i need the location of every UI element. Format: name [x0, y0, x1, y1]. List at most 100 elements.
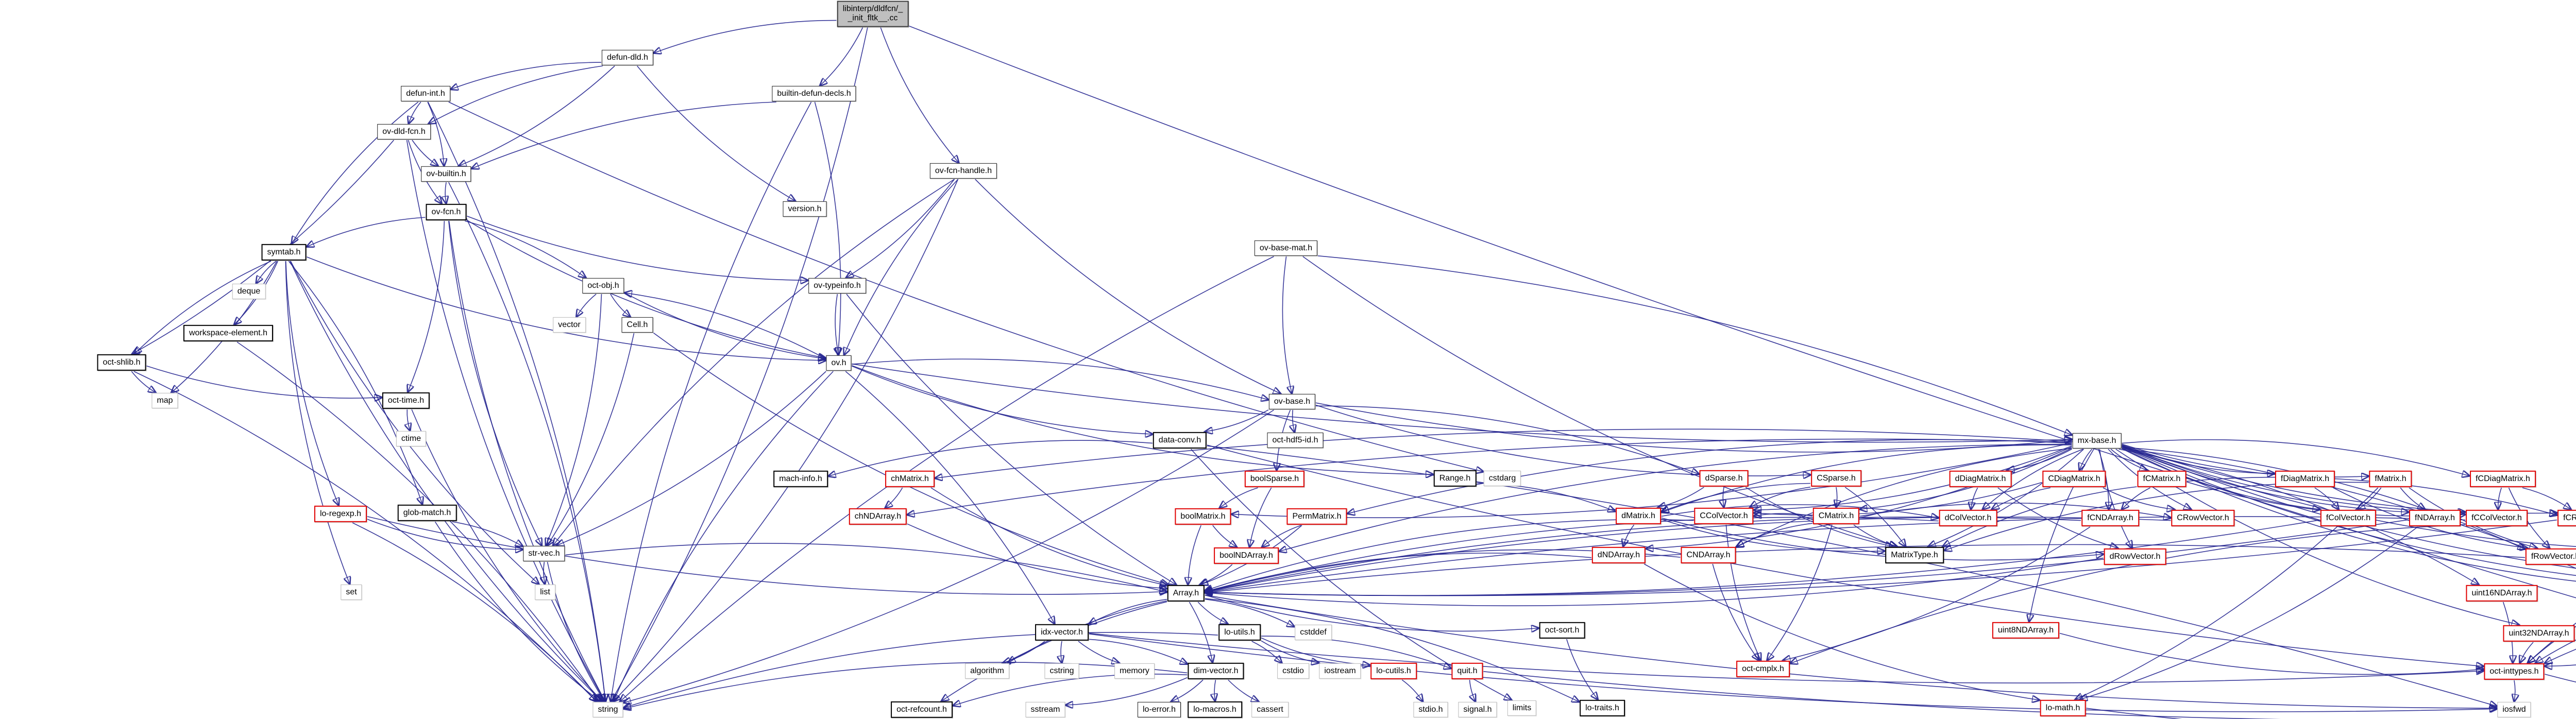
graph-node-ddiagmatrix-h[interactable]: dDiagMatrix.h: [1949, 470, 2012, 488]
include-edge: [407, 409, 410, 431]
graph-node-builtin-defun-decls-h[interactable]: builtin-defun-decls.h: [772, 85, 856, 102]
graph-node-set[interactable]: set: [341, 584, 362, 601]
graph-node-vector[interactable]: vector: [553, 317, 586, 333]
graph-node-cmatrix-h[interactable]: CMatrix.h: [1812, 507, 1860, 525]
graph-node-dsparse-h[interactable]: dSparse.h: [1699, 470, 1749, 487]
graph-node-dcolvector-h[interactable]: dColVector.h: [1939, 509, 1997, 527]
graph-node-range-h[interactable]: Range.h: [1433, 470, 1477, 487]
graph-node-ov-base-h[interactable]: ov-base.h: [1268, 393, 1316, 410]
graph-node-oct-cmplx-h[interactable]: oct-cmplx.h: [1736, 660, 1790, 678]
graph-node-lo-traits-h[interactable]: lo-traits.h: [1580, 699, 1625, 717]
graph-node-mx-base-h[interactable]: mx-base.h: [2072, 433, 2122, 449]
graph-node-lo-regexp-h[interactable]: lo-regexp.h: [314, 505, 367, 523]
graph-node-ov-typeinfo-h[interactable]: ov-typeinfo.h: [808, 278, 866, 294]
include-edge: [1483, 671, 2282, 719]
graph-node-dim-vector-h[interactable]: dim-vector.h: [1188, 662, 1244, 680]
graph-node-iostream[interactable]: iostream: [1319, 663, 1361, 679]
graph-node-version-h[interactable]: version.h: [783, 201, 827, 217]
graph-node-fcrowvector-h[interactable]: fCRowVector.h: [2557, 509, 2576, 527]
graph-node-stdio-h[interactable]: stdio.h: [1413, 701, 1448, 718]
graph-node-iosfwd[interactable]: iosfwd: [2497, 701, 2531, 718]
graph-node-oct-shlib-h[interactable]: oct-shlib.h: [97, 354, 146, 371]
graph-node-oct-sort-h[interactable]: oct-sort.h: [1539, 622, 1585, 639]
graph-node-cstdarg[interactable]: cstdarg: [1483, 470, 1521, 487]
graph-node-limits[interactable]: limits: [1507, 700, 1537, 716]
graph-node-uint32ndarray-h[interactable]: uint32NDArray.h: [2503, 625, 2575, 642]
include-edge: [1205, 594, 1539, 631]
graph-node-root[interactable]: libinterp/dldfcn/_ _init_fltk__.cc: [837, 1, 909, 27]
graph-node-map[interactable]: map: [151, 392, 178, 409]
graph-node-quit-h[interactable]: quit.h: [1451, 662, 1483, 680]
graph-node-chmatrix-h[interactable]: chMatrix.h: [885, 470, 935, 488]
graph-node-frowvector-h[interactable]: fRowVector.h: [2525, 548, 2576, 566]
graph-node-boolsparse-h[interactable]: boolSparse.h: [1244, 470, 1305, 488]
graph-node-oct-time-h[interactable]: oct-time.h: [382, 392, 430, 409]
graph-node-string[interactable]: string: [592, 701, 623, 718]
graph-node-dndarray-h[interactable]: dNDArray.h: [1591, 546, 1646, 564]
graph-node-fcolvector-h[interactable]: fColVector.h: [2320, 509, 2377, 527]
graph-node-fccolvector-h[interactable]: fCColVector.h: [2466, 509, 2528, 527]
graph-node-ov-dld-fcn-h[interactable]: ov-dld-fcn.h: [377, 124, 431, 140]
graph-node-workspace-element-h[interactable]: workspace-element.h: [183, 324, 274, 342]
graph-node-defun-int-h[interactable]: defun-int.h: [401, 85, 450, 102]
graph-node-ov-fcn-h[interactable]: ov-fcn.h: [426, 203, 467, 221]
graph-node-sstream[interactable]: sstream: [1025, 701, 1065, 718]
graph-node-matrixtype-h[interactable]: MatrixType.h: [1885, 546, 1944, 564]
graph-node-lo-math-h[interactable]: lo-math.h: [2040, 699, 2086, 717]
graph-node-permmatrix-h[interactable]: PermMatrix.h: [1286, 508, 1347, 525]
graph-node-boolndarray-h[interactable]: boolNDArray.h: [1214, 547, 1279, 564]
graph-node-cell-h[interactable]: Cell.h: [621, 317, 653, 333]
graph-node-cstring[interactable]: cstring: [1044, 663, 1079, 679]
graph-node-uint8ndarray-h[interactable]: uint8NDArray.h: [1992, 622, 2060, 639]
graph-node-defun-dld-h[interactable]: defun-dld.h: [601, 49, 654, 66]
graph-node-fcndarray-h[interactable]: fCNDArray.h: [2081, 509, 2139, 527]
graph-node-data-conv-h[interactable]: data-conv.h: [1153, 432, 1207, 449]
graph-node-oct-hdf5-id-h[interactable]: oct-hdf5-id.h: [1267, 432, 1324, 449]
graph-node-algorithm[interactable]: algorithm: [965, 663, 1009, 679]
graph-node-ccolvector-h[interactable]: CColVector.h: [1694, 507, 1754, 525]
graph-node-oct-inttypes-h[interactable]: oct-inttypes.h: [2484, 663, 2545, 680]
graph-node-glob-match-h[interactable]: glob-match.h: [397, 504, 457, 522]
graph-node-fcdiagmatrix-h[interactable]: fCDiagMatrix.h: [2470, 470, 2536, 488]
include-edge: [256, 261, 277, 283]
graph-node-fcmatrix-h[interactable]: fCMatrix.h: [2137, 470, 2187, 488]
graph-node-lo-cutils-h[interactable]: lo-cutils.h: [1370, 662, 1417, 680]
graph-node-lo-macros-h[interactable]: lo-macros.h: [1188, 701, 1242, 718]
graph-node-cdiagmatrix-h[interactable]: CDiagMatrix.h: [2042, 470, 2106, 488]
include-edge: [844, 179, 959, 355]
graph-node-ov-fcn-handle-h[interactable]: ov-fcn-handle.h: [929, 163, 997, 179]
graph-node-lo-error-h[interactable]: lo-error.h: [1137, 701, 1181, 718]
graph-node-fndarray-h[interactable]: fNDArray.h: [2409, 509, 2461, 527]
graph-node-lo-utils-h[interactable]: lo-utils.h: [1218, 624, 1261, 641]
graph-node-fmatrix-h[interactable]: fMatrix.h: [2369, 470, 2412, 488]
graph-node-fdiagmatrix-h[interactable]: fDiagMatrix.h: [2275, 470, 2335, 488]
graph-node-deque[interactable]: deque: [232, 283, 266, 300]
graph-node-signal-h[interactable]: signal.h: [1458, 701, 1497, 718]
include-edge: [1783, 526, 2091, 660]
graph-node-array-h[interactable]: Array.h: [1167, 585, 1205, 602]
graph-node-cstddef[interactable]: cstddef: [1295, 624, 1332, 641]
graph-node-oct-refcount-h[interactable]: oct-refcount.h: [891, 701, 953, 718]
graph-node-boolmatrix-h[interactable]: boolMatrix.h: [1175, 508, 1231, 525]
graph-node-ov-builtin-h[interactable]: ov-builtin.h: [421, 166, 471, 182]
graph-node-cassert[interactable]: cassert: [1251, 701, 1289, 718]
graph-node-ov-base-mat-h[interactable]: ov-base-mat.h: [1254, 240, 1318, 256]
graph-node-uint16ndarray-h[interactable]: uint16NDArray.h: [2466, 585, 2538, 602]
graph-node-cstdio[interactable]: cstdio: [1277, 663, 1309, 679]
graph-node-csparse-h[interactable]: CSparse.h: [1811, 470, 1861, 487]
graph-node-mach-info-h[interactable]: mach-info.h: [773, 470, 828, 488]
graph-node-idx-vector-h[interactable]: idx-vector.h: [1035, 624, 1089, 641]
graph-node-oct-obj-h[interactable]: oct-obj.h: [582, 278, 624, 294]
graph-node-list[interactable]: list: [535, 584, 555, 601]
graph-node-ctime[interactable]: ctime: [396, 431, 427, 447]
include-edge: [1844, 487, 1905, 546]
graph-node-crowvector-h[interactable]: CRowVector.h: [2171, 509, 2235, 527]
graph-node-symtab-h[interactable]: symtab.h: [261, 244, 307, 261]
graph-node-cndarray-h[interactable]: CNDArray.h: [1681, 546, 1736, 564]
graph-node-str-vec-h[interactable]: str-vec.h: [523, 545, 565, 562]
graph-node-ov-h[interactable]: ov.h: [826, 355, 852, 371]
graph-node-chndarray-h[interactable]: chNDArray.h: [849, 508, 907, 525]
graph-node-drowvector-h[interactable]: dRowVector.h: [2104, 548, 2166, 566]
graph-node-memory[interactable]: memory: [1114, 663, 1155, 679]
graph-node-dmatrix-h[interactable]: dMatrix.h: [1616, 507, 1661, 525]
